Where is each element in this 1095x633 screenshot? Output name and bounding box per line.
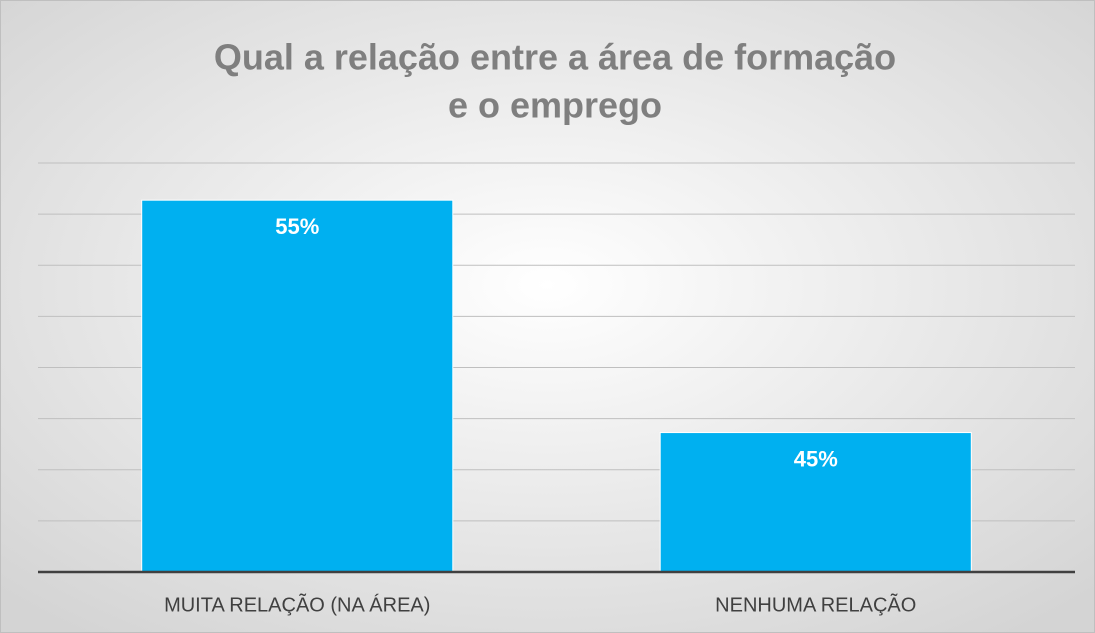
- chart-title: Qual a relação entre a área de formação: [214, 37, 896, 78]
- value-label: 55%: [275, 214, 319, 239]
- x-tick-label: NENHUMA RELAÇÃO: [715, 592, 916, 616]
- bar: [659, 432, 972, 573]
- chart-title: e o emprego: [448, 85, 662, 126]
- value-label: 45%: [794, 446, 838, 471]
- bar: [141, 199, 454, 573]
- x-tick-label: MUITA RELAÇÃO (NA ÁREA): [164, 592, 430, 616]
